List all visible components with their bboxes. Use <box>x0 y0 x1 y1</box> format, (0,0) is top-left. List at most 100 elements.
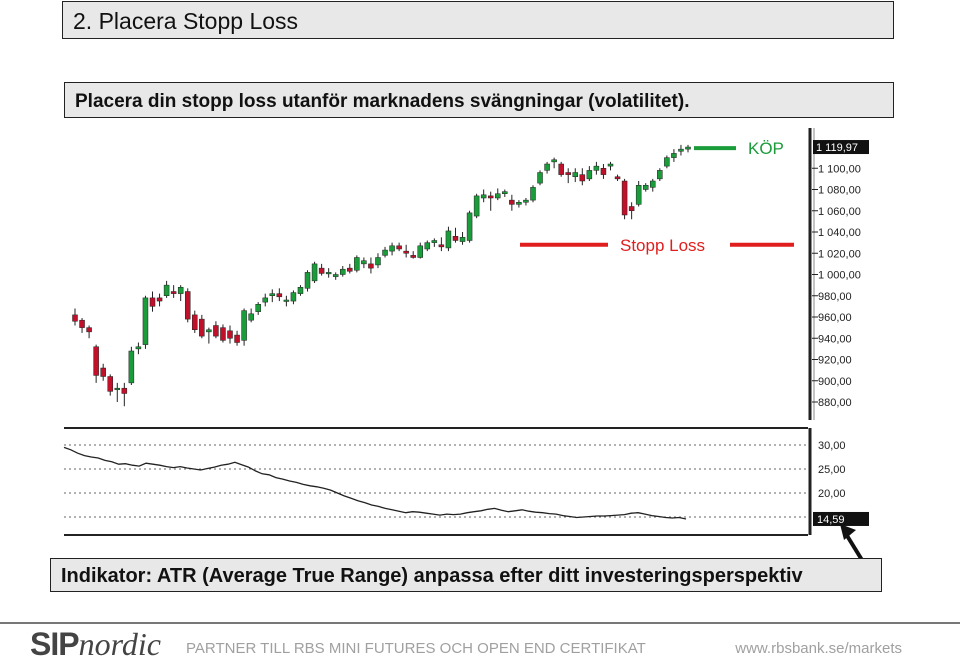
candle <box>558 161 564 177</box>
candle <box>79 318 85 333</box>
candle <box>657 168 663 181</box>
candle <box>544 161 550 174</box>
last-price-label: 1 119,97 <box>816 142 858 154</box>
candle <box>255 302 261 315</box>
candle <box>664 155 670 169</box>
candle <box>593 161 600 175</box>
candle <box>156 293 163 307</box>
candle <box>487 191 494 211</box>
candle <box>297 285 304 296</box>
candle <box>347 263 353 274</box>
candle <box>163 280 170 298</box>
stop-loss-label: Stopp Loss <box>620 236 705 255</box>
price-tick-label: 880,00 <box>818 397 852 409</box>
subtitle-box: Placera din stopp loss utanför marknaden… <box>64 82 894 118</box>
atr-tick-label: 20,00 <box>818 488 846 500</box>
candle <box>227 325 233 344</box>
candle <box>537 170 543 186</box>
chart-area: 1 100,00 1 080,00 1 060,00 1 040,00 1 020,00… <box>63 128 869 536</box>
candle <box>135 342 142 355</box>
candle <box>607 161 614 171</box>
candle <box>523 198 529 206</box>
candle <box>311 261 318 283</box>
last-price-tag <box>813 140 869 155</box>
candle <box>213 321 219 339</box>
price-tick-label: 1 020,00 <box>818 248 861 260</box>
candle <box>600 164 607 179</box>
candle <box>685 144 691 153</box>
candle <box>565 168 571 184</box>
price-tick-label: 1 100,00 <box>818 163 861 175</box>
candle <box>579 168 586 186</box>
buy-label: KÖP <box>748 139 784 158</box>
candle <box>678 144 684 156</box>
candle <box>452 227 459 243</box>
footer-partner-text: PARTNER TILL RBS MINI FUTURES OCH OPEN E… <box>186 640 646 657</box>
slide-subtitle: Placera din stopp loss utanför marknaden… <box>75 91 690 112</box>
price-candles <box>72 144 691 407</box>
candle <box>516 200 522 208</box>
indicator-caption: Indikator: ATR (Average True Range) anpa… <box>61 565 803 587</box>
candle <box>502 189 508 197</box>
atr-last-label: 14,59 <box>817 514 845 526</box>
candle <box>445 226 452 252</box>
candle <box>403 244 409 258</box>
candle <box>220 324 226 343</box>
candle <box>276 288 283 302</box>
candle <box>671 149 677 162</box>
candle <box>480 189 487 203</box>
indicator-caption-box: Indikator: ATR (Average True Range) anpa… <box>50 558 882 592</box>
candle <box>361 257 367 269</box>
candle <box>431 238 438 247</box>
candle <box>86 325 92 339</box>
candle <box>325 268 332 278</box>
price-tick-label: 1 060,00 <box>818 206 861 218</box>
price-axis: 1 100,00 1 080,00 1 060,00 1 040,00 1 020,00… <box>808 128 869 420</box>
candle <box>290 290 297 305</box>
candle <box>262 293 268 307</box>
footer-url: www.rbsbank.se/markets <box>735 640 902 657</box>
candle <box>184 288 191 323</box>
sip-nordic-logo: SIPnordic <box>30 626 161 663</box>
candle <box>368 257 374 274</box>
candle <box>241 308 247 346</box>
candle <box>635 181 642 207</box>
candle <box>114 382 121 402</box>
atr-tick-label: 25,00 <box>818 464 846 476</box>
price-tick-label: 1 000,00 <box>818 270 861 282</box>
candle <box>382 246 388 258</box>
candle <box>149 291 156 312</box>
candle <box>551 157 557 169</box>
candle <box>466 210 473 243</box>
candle <box>628 202 635 220</box>
candle <box>269 289 276 303</box>
candle <box>389 242 395 256</box>
candle <box>438 237 445 252</box>
candle <box>572 168 579 183</box>
candle <box>354 255 360 273</box>
candle <box>283 295 290 307</box>
candle <box>509 194 515 211</box>
candle <box>332 272 339 280</box>
price-tick-label: 960,00 <box>818 312 852 324</box>
candle <box>170 285 177 298</box>
candle <box>530 185 536 203</box>
price-tick-label: 900,00 <box>818 376 852 388</box>
footer: SIPnordic PARTNER TILL RBS MINI FUTURES … <box>0 622 960 662</box>
candle <box>339 266 346 277</box>
candle <box>192 310 198 333</box>
candle <box>375 253 381 269</box>
candle <box>650 178 656 192</box>
atr-last-tag <box>813 511 869 526</box>
arrow-icon <box>840 524 864 562</box>
title-box: 2. Placera Stopp Loss <box>62 1 894 39</box>
candle <box>142 295 149 349</box>
price-tick-label: 920,00 <box>818 355 852 367</box>
price-tick-label: 1 040,00 <box>818 227 861 239</box>
candle <box>586 166 593 181</box>
logo-sip: SIP <box>30 626 80 662</box>
atr-tick-label: 30,00 <box>818 440 846 452</box>
annotations: KÖP Stopp Loss <box>520 139 794 255</box>
logo-nordic: nordic <box>78 626 161 662</box>
price-tick-label: 980,00 <box>818 291 852 303</box>
